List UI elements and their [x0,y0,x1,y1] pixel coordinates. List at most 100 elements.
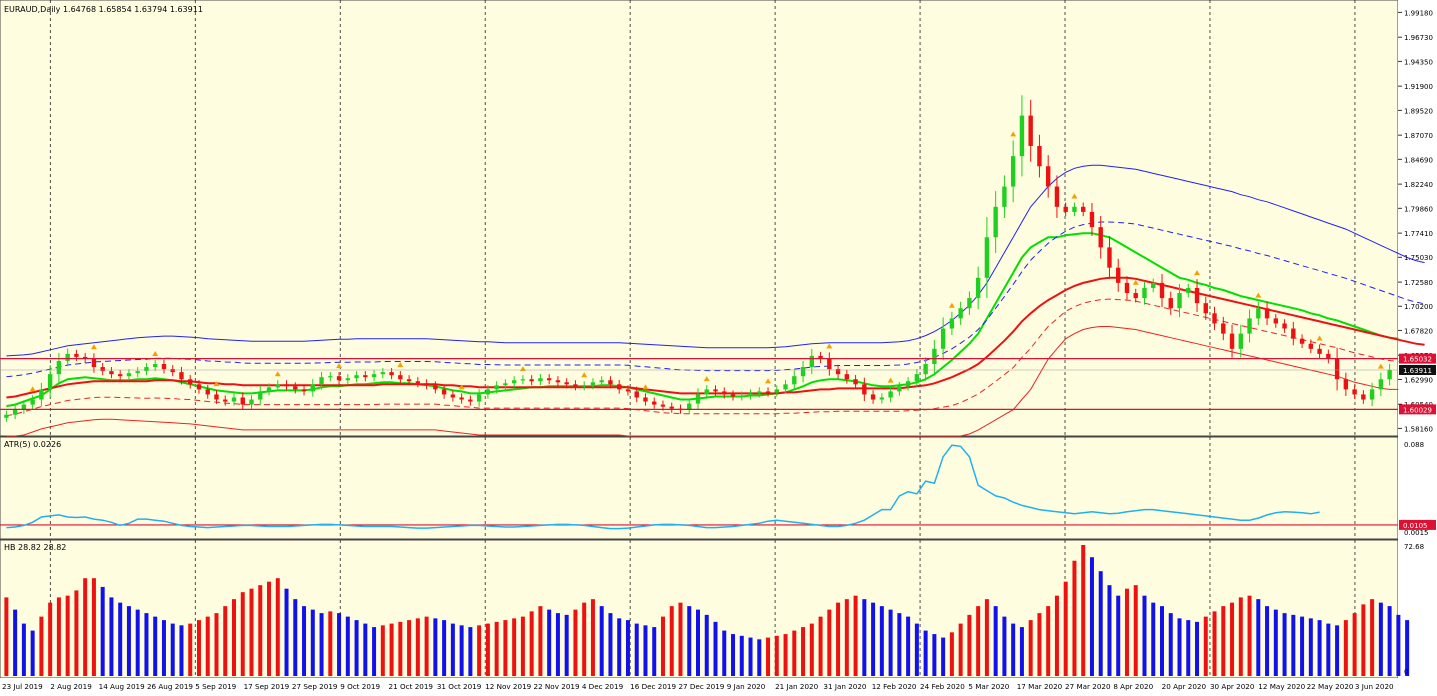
hb-bar [704,614,709,676]
candle-body [529,379,534,382]
candle-body [74,353,79,357]
time-tick-label: 21 Jan 2020 [775,682,819,691]
candle-body [783,384,788,390]
candle-body [1378,379,1384,390]
hb-tick-label: 72.68 [1404,543,1424,551]
candle-body [1028,115,1033,146]
candle-body [433,385,438,390]
hb-bar [1133,585,1138,676]
hb-bar [337,613,342,676]
hb-bar [56,597,61,676]
time-tick-label: 5 Mar 2020 [968,682,1009,691]
indicator-line-2 [6,164,1425,357]
hb-bar [161,620,166,676]
hb-bar [1326,623,1331,676]
hb-bar [634,623,639,676]
candle-body [91,358,97,368]
hb-bar [1151,602,1156,676]
candle-body [1369,389,1375,400]
candle-body [371,374,377,378]
candle-body [1186,287,1191,294]
hb-bar [739,635,744,676]
hb-bar [625,620,630,676]
atr-series [0,444,1398,530]
candle-body [687,403,692,410]
hb-bar [1212,611,1217,676]
fractal-marker [703,376,710,382]
candle-body [1247,318,1252,334]
candle-body [1326,353,1331,359]
time-tick-label: 26 Aug 2019 [147,682,193,691]
hb-bar [1142,595,1147,676]
hb-bar [30,630,35,676]
candle-body [459,397,464,400]
candle-body [704,389,709,395]
candle-body [555,380,561,383]
hb-bar [1098,571,1103,676]
time-tick-label: 27 Sep 2019 [292,682,338,691]
candle-body [135,371,140,374]
hb-bar [1256,599,1261,676]
hb-bar [442,620,447,676]
hb-bar [302,606,307,676]
hb-bar [564,614,569,676]
main-pane[interactable] [0,0,1399,437]
price-tick-label: 1.96730 [1404,34,1433,42]
inner-band-upper [6,221,1425,378]
hb-bar [1282,613,1287,676]
atr-pane[interactable] [0,436,1399,540]
time-tick-label: 17 Sep 2019 [244,682,290,691]
candle-body [144,367,149,372]
time-tick-label: 14 Aug 2019 [99,682,145,691]
candle-body [1282,323,1287,329]
time-tick-label: 4 Dec 2019 [582,682,624,691]
hb-bar [643,625,648,676]
hb-bar [240,592,245,676]
hb-bar [538,606,543,676]
hb-bar [1089,557,1094,676]
price-tick-label: 1.91900 [1404,83,1433,91]
candle-body [1221,323,1226,334]
hb-bar [415,618,420,676]
hb-bar [345,616,350,676]
level-label: 0.0105 [1403,522,1428,530]
hb-bar [1054,595,1059,676]
hb-bar [205,616,210,676]
hb-bar [74,590,79,676]
candle-body [608,380,613,385]
hb-bar [267,581,272,676]
candle-body [1317,348,1322,354]
candle-body [581,385,587,387]
hb-bar [1335,625,1340,676]
time-tick-label: 17 Mar 2020 [1017,682,1063,691]
hb-bar [520,616,525,676]
candle-body [905,381,911,387]
hb-bar [827,609,832,676]
time-tick-label: 27 Mar 2020 [1065,682,1111,691]
hb-bar [512,618,517,676]
candle-body [398,375,403,380]
hb-bar [1378,602,1383,676]
candle-body [564,382,569,385]
hb-bar [774,635,779,676]
candle-body [800,367,806,377]
candle-body [117,374,123,377]
hb-bar [1028,620,1033,676]
candle-body [258,391,263,400]
level-label-box [1399,353,1436,364]
hb-bar [949,632,954,676]
hb-bar [1124,588,1129,676]
time-tick-label: 23 Jul 2019 [2,682,43,691]
time-tick-label: 12 Feb 2020 [872,682,917,691]
hb-bar [669,606,674,676]
candle-body [949,318,955,329]
candle-body [205,389,210,395]
candle-body [21,404,27,410]
candle-body [249,399,254,405]
hb-bar [582,602,587,676]
hb-bar [144,613,149,676]
candle-body [914,374,920,382]
hb-bar [13,609,18,676]
level-label-box [1399,519,1436,530]
